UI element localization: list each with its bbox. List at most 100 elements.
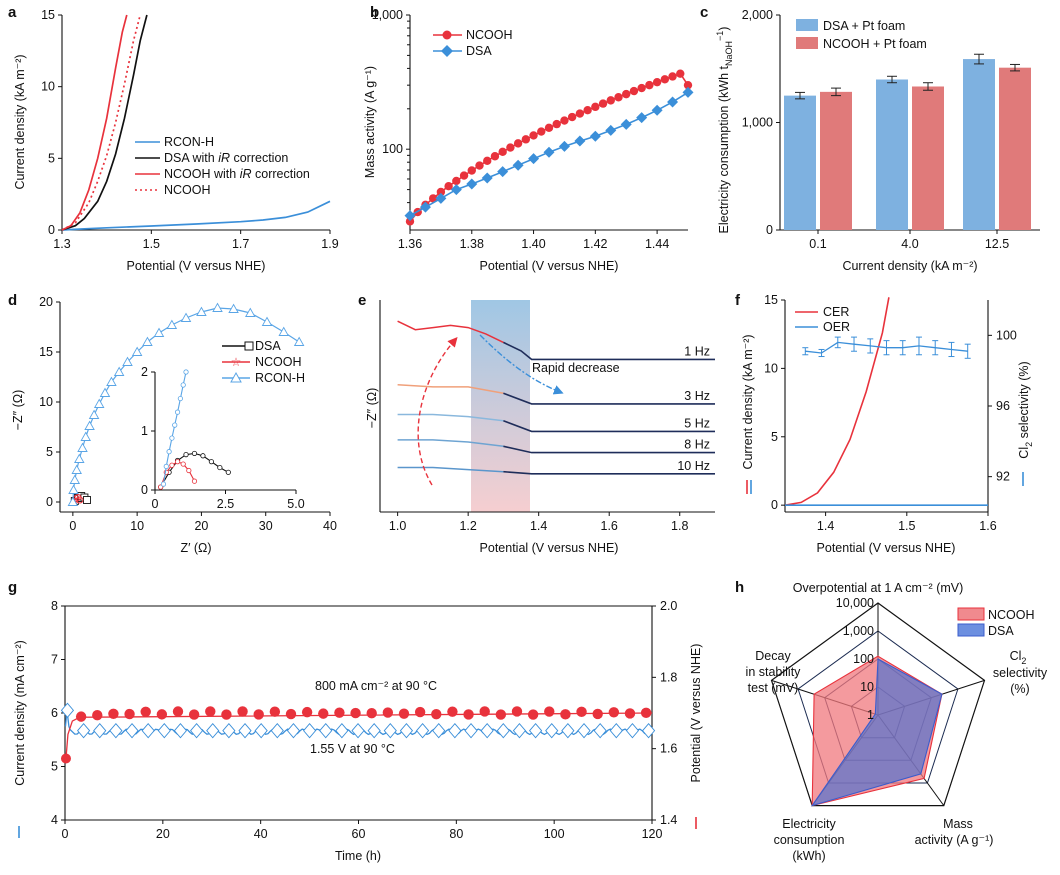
d-inset-ytick-label: 2 <box>141 365 148 379</box>
series-line-dsa-with-ir-correction <box>61 14 148 231</box>
data-point-g-current <box>238 722 252 739</box>
data-point-g-current <box>512 722 527 739</box>
inset-point-rcon-h <box>183 369 189 375</box>
panel-h-legend: NCOOH DSA <box>957 607 1035 638</box>
bar-ncooh <box>820 91 852 230</box>
data-point-g-current <box>157 722 171 739</box>
data-point-b-ncooh <box>614 93 623 102</box>
inset-point-dsa <box>225 469 231 475</box>
panel-h-axis-br-2: activity (A g⁻¹) <box>915 833 994 847</box>
data-point-g-potential <box>350 707 361 719</box>
a-ytick-label: 0 <box>48 223 55 237</box>
panel-h-axis-l-1: Decay <box>755 649 791 663</box>
data-point-g-current <box>60 702 75 719</box>
g-xtick-label: 100 <box>544 827 565 841</box>
data-point-d-rcon-h <box>166 319 178 329</box>
panel-c-ticks: 0 1,000 2,000 0.1 4.0 12.5 <box>742 8 1009 251</box>
inset-point-dsa <box>217 464 223 471</box>
inset-point-ncooh <box>191 478 198 484</box>
panel-c-y-label: Electricity consumption (kWh tNaOH−1) <box>715 27 734 234</box>
data-point-g-current <box>254 722 268 739</box>
data-point-g-current <box>383 722 397 739</box>
data-point-d-rcon-h <box>122 356 133 366</box>
inset-point-rcon-h <box>163 463 169 469</box>
panel-f-letter: f <box>735 292 741 309</box>
f-y2-ytick-label: 92 <box>996 470 1010 484</box>
g-y2-ytick-label: 1.4 <box>660 813 677 827</box>
data-point-g-current <box>109 722 123 739</box>
data-point-b-ncooh <box>598 99 608 108</box>
panel-b-x-label: Potential (V versus NHE) <box>480 259 619 273</box>
data-point-g-potential <box>560 709 571 720</box>
data-point-d-rcon-h <box>113 366 125 376</box>
data-point-g-current <box>448 722 462 739</box>
data-point-b-dsa <box>682 86 694 98</box>
g-ytick-label: 4 <box>51 813 58 827</box>
panel-h-axis-top: Overpotential at 1 A cm⁻² (mV) <box>793 581 964 595</box>
g-xtick-label: 120 <box>642 827 663 841</box>
series-line-ncooh <box>61 14 142 231</box>
data-point-b-ncooh <box>606 96 615 105</box>
panel-h-axis-right-2: selectivity <box>993 666 1048 680</box>
legend-marker-d-dsa <box>244 341 254 351</box>
data-point-g-potential <box>640 707 652 719</box>
b-ytick-label: 100 <box>382 142 403 156</box>
radar-ring <box>770 602 986 807</box>
series-line-g-potential <box>65 712 653 759</box>
legend-swatch-h-ncooh <box>957 607 985 621</box>
radar-ring-label: 10,000 <box>836 596 874 610</box>
data-point-g-current <box>641 722 656 739</box>
bar-dsa <box>876 79 908 230</box>
legend-label-d-rconh: RCON-H <box>255 371 305 385</box>
data-point-g-potential <box>624 708 636 719</box>
legend-swatch-c-ncooh <box>796 37 818 49</box>
f-y2-ytick-label: 96 <box>996 399 1010 413</box>
data-point-b-ncooh <box>452 176 461 186</box>
panel-g-letter: g <box>8 579 17 596</box>
bar-ncooh <box>912 86 944 230</box>
b-xtick-label: 1.36 <box>398 237 422 251</box>
data-point-d-rcon-h <box>278 326 289 336</box>
series-line-e-3hz-start <box>397 384 504 395</box>
data-point-g-potential <box>301 706 313 718</box>
data-point-g-potential <box>285 708 297 720</box>
data-point-g-potential <box>608 707 620 718</box>
panel-g-ticks: 0 20 40 60 80 100 120 4 5 6 7 8 1.4 1.6 1.8 2.0 <box>51 599 677 841</box>
data-point-b-dsa <box>528 153 540 165</box>
data-point-d-ncooh <box>76 496 84 504</box>
data-point-g-current <box>286 722 301 739</box>
d-xtick-label: 30 <box>259 519 273 533</box>
g-ytick-label: 7 <box>51 653 58 667</box>
data-point-g-potential <box>140 706 151 717</box>
data-point-b-dsa <box>574 135 586 147</box>
data-point-b-ncooh <box>428 194 438 203</box>
inset-point-ncooh <box>174 459 181 465</box>
legend-label-c-dsa: DSA + Pt foam <box>823 19 905 33</box>
data-point-g-potential <box>527 709 539 720</box>
data-point-g-current <box>189 722 204 739</box>
legend-label-ncooh-ir: NCOOH with iR correction <box>164 167 310 181</box>
f-ytick-label: 5 <box>771 430 778 444</box>
bar-ncooh <box>999 67 1031 230</box>
panel-h-axis-right-1: Cl2 <box>1010 649 1027 666</box>
g-xtick-label: 0 <box>62 827 69 841</box>
data-point-g-current <box>593 722 607 739</box>
data-point-g-potential <box>414 706 426 718</box>
d-ytick-label: 5 <box>46 445 53 459</box>
data-point-g-potential <box>156 709 168 720</box>
inset-point-ncooh <box>186 467 192 474</box>
data-point-g-current <box>545 722 559 739</box>
panel-e-letter: e <box>358 292 366 309</box>
d-ytick-label: 0 <box>46 495 53 509</box>
panel-h-axis-bl-1: Electricity <box>782 817 836 831</box>
data-point-g-current <box>93 722 107 739</box>
panel-f: f 1.4 1.5 1.6 0 5 10 15 92 96 100 Potential (V ve… <box>735 292 1034 555</box>
series-line-rcon-h <box>61 200 331 231</box>
data-point-g-current <box>125 722 139 739</box>
d-xtick-label: 0 <box>69 519 76 533</box>
panel-e-ticks: 1.0 1.2 1.4 1.6 1.8 <box>389 512 688 533</box>
data-point-b-dsa <box>667 96 679 108</box>
panel-b-y-label: Mass activity (A g⁻¹) <box>363 66 377 178</box>
panel-e-red-arrow <box>417 337 458 486</box>
